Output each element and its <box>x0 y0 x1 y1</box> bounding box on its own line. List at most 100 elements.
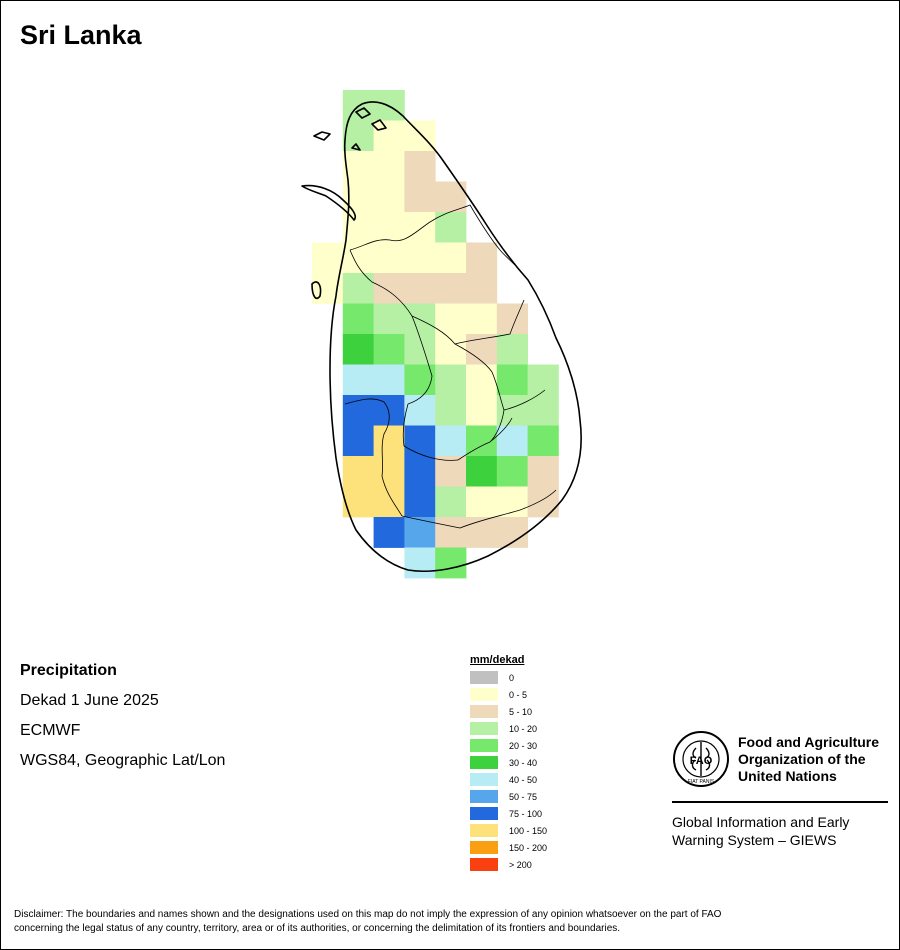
variable-label: Precipitation <box>20 662 117 679</box>
organization-name: Food and Agriculture Organization of the… <box>738 734 888 785</box>
org-line-2: Organization of the <box>738 751 866 767</box>
giews-line-1: Global Information and Early <box>672 814 850 830</box>
legend-swatch <box>470 807 498 820</box>
grid-cell <box>435 273 467 304</box>
grid-cell <box>496 456 528 487</box>
legend-item: 0 <box>470 669 547 686</box>
projection-label: WGS84, Geographic Lat/Lon <box>20 752 226 769</box>
grid-cell <box>496 364 528 396</box>
precipitation-map <box>301 90 582 579</box>
grid-cell <box>373 456 405 487</box>
legend-item: 75 - 100 <box>470 805 547 822</box>
disclaimer-line-2: concerning the legal status of any count… <box>14 923 621 934</box>
boundary-uva <box>457 409 513 461</box>
grid-cell <box>342 425 374 457</box>
legend-swatch <box>470 688 498 701</box>
legend-label: 75 - 100 <box>509 808 543 819</box>
org-line-1: Food and Agriculture <box>738 734 880 750</box>
grid-cell <box>435 212 467 243</box>
giews-line-2: Warning System – GIEWS <box>672 832 837 848</box>
grid-cell <box>342 456 374 487</box>
legend-item: 20 - 30 <box>470 737 547 754</box>
grid-cell <box>404 425 436 457</box>
grid-cell <box>373 517 405 548</box>
northern-islands <box>311 107 387 300</box>
grid-cell <box>373 242 405 274</box>
boundary-northern <box>349 204 519 269</box>
grid-cell <box>496 334 528 365</box>
legend-label: 50 - 75 <box>509 791 538 802</box>
org-line-3: United Nations <box>738 768 837 784</box>
emblem-motto: FIAT PANIS <box>688 779 715 785</box>
grid-cell <box>404 181 436 213</box>
grid-cell <box>496 486 528 518</box>
boundary-central <box>402 315 459 461</box>
logo-divider <box>672 801 888 803</box>
grid-cell <box>435 364 467 396</box>
grid-cell <box>496 425 528 457</box>
legend-item: 5 - 10 <box>470 703 547 720</box>
grid-cell <box>342 334 374 365</box>
province-boundaries <box>344 204 557 529</box>
country-outline <box>301 101 582 573</box>
grid-cell <box>342 303 374 335</box>
legend-item: 40 - 50 <box>470 771 547 788</box>
grid-cell <box>466 486 498 518</box>
boundary-eastern <box>454 343 546 411</box>
grid-cell <box>435 334 467 365</box>
legend-label: 0 - 5 <box>509 689 528 700</box>
grid-cell <box>373 151 405 182</box>
legend-item: > 200 <box>470 856 547 873</box>
boundary-north-central <box>349 249 525 345</box>
source-label: ECMWF <box>20 722 81 739</box>
legend-swatch <box>470 722 498 735</box>
legend-swatch <box>470 773 498 786</box>
legend-swatch <box>470 671 498 684</box>
legend-label: 150 - 200 <box>509 842 548 853</box>
boundary-western <box>344 398 403 517</box>
map-info-block: Precipitation Dekad 1 June 2025 ECMWF WG… <box>20 656 225 776</box>
grid-cell <box>404 242 436 274</box>
boundary-southern <box>401 489 557 529</box>
grid-cell <box>342 364 374 396</box>
legend-label: 40 - 50 <box>509 774 538 785</box>
island-coastline <box>329 101 582 573</box>
grid-cell <box>373 334 405 365</box>
legend-item: 50 - 75 <box>470 788 547 805</box>
grid-cell <box>342 273 374 304</box>
grid-cell <box>373 212 405 243</box>
grid-cell <box>435 456 467 487</box>
grid-cell <box>373 425 405 457</box>
grid-cell <box>404 151 436 182</box>
emblem-text: FAO <box>690 755 713 767</box>
grid-cell <box>404 120 436 152</box>
grid-cell <box>466 395 498 426</box>
grid-cell <box>496 303 528 335</box>
legend-label: > 200 <box>509 859 532 870</box>
grid-cell <box>342 181 374 213</box>
grid-cell <box>373 364 405 396</box>
disclaimer: Disclaimer: The boundaries and names sho… <box>14 908 890 936</box>
jaffna-peninsula <box>301 184 357 221</box>
grid-cell <box>404 456 436 487</box>
grid-cell <box>404 212 436 243</box>
legend-label: 10 - 20 <box>509 723 538 734</box>
grid-cell <box>342 486 374 518</box>
legend-swatch <box>470 841 498 854</box>
grid-cell <box>435 242 467 274</box>
legend-item: 10 - 20 <box>470 720 547 737</box>
grid-cell <box>435 425 467 457</box>
grid-cell <box>527 456 559 487</box>
legend: mm/dekad 0 0 - 5 5 - 10 10 - 20 20 - 30 30 - … <box>470 654 547 873</box>
giews-name: Global Information and Early Warning Sys… <box>672 813 888 849</box>
grid-cell <box>404 486 436 518</box>
grid-cell <box>527 425 559 457</box>
legend-item: 30 - 40 <box>470 754 547 771</box>
grid-cell <box>404 273 436 304</box>
legend-swatch <box>470 739 498 752</box>
grid-cell <box>342 395 374 426</box>
legend-item: 0 - 5 <box>470 686 547 703</box>
grid-cell <box>404 303 436 335</box>
grid-cell <box>527 486 559 518</box>
grid-cell <box>527 364 559 396</box>
